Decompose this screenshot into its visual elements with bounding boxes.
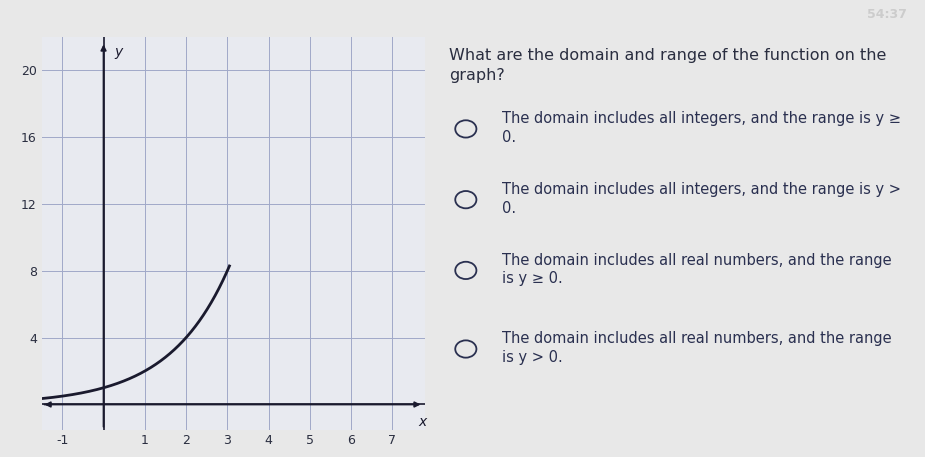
Text: The domain includes all real numbers, and the range
is y ≥ 0.: The domain includes all real numbers, an… [502, 253, 892, 287]
Text: What are the domain and range of the function on the
graph?: What are the domain and range of the fun… [449, 48, 886, 83]
Text: The domain includes all integers, and the range is y >
0.: The domain includes all integers, and th… [502, 182, 901, 216]
Text: x: x [418, 414, 426, 429]
Text: y: y [114, 45, 122, 59]
Text: The domain includes all real numbers, and the range
is y > 0.: The domain includes all real numbers, an… [502, 331, 892, 365]
Text: 54:37: 54:37 [867, 8, 906, 21]
Text: The domain includes all integers, and the range is y ≥
0.: The domain includes all integers, and th… [502, 111, 901, 145]
